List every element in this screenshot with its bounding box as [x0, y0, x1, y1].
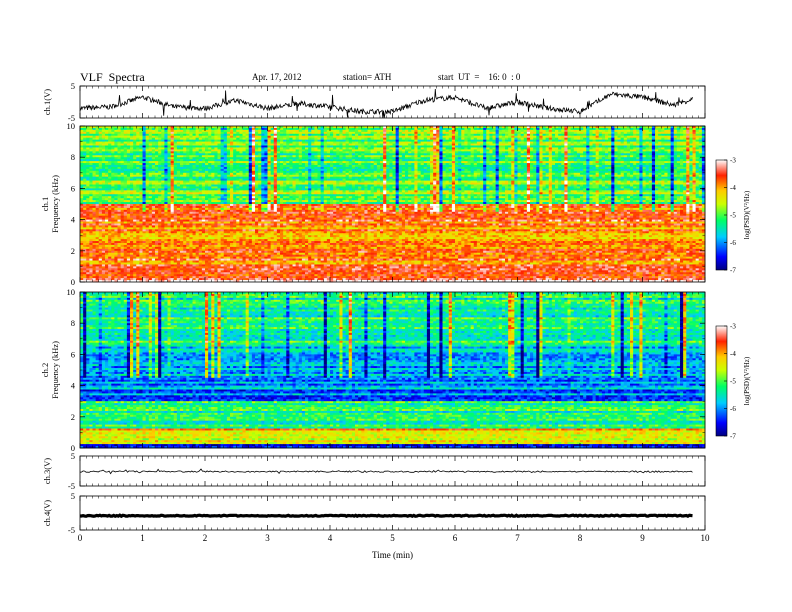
- ch1-waveform-ylabel: ch.1(V): [42, 89, 52, 115]
- y-tick-label: 5: [71, 81, 75, 91]
- ch1-waveform-line: [80, 89, 693, 118]
- vlf-figure: 5-5ch.1(V)-3-4-5-6-7log(PSD)(V²/Hz)02468…: [0, 0, 792, 612]
- ch1-spectrogram-cells: [80, 126, 705, 282]
